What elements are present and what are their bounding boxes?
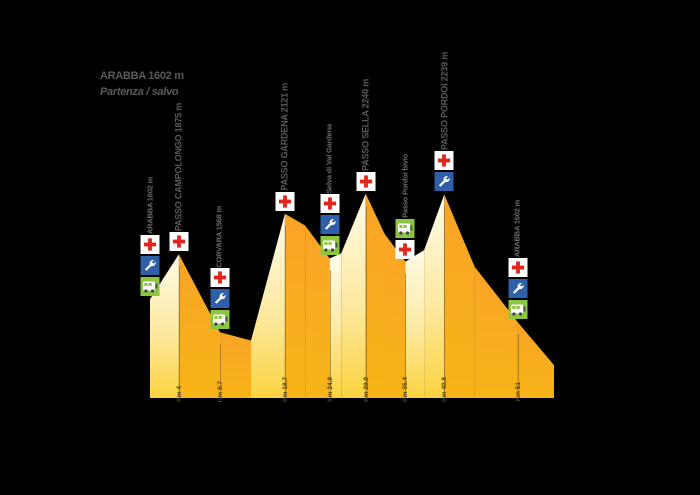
shuttle-bus-icon: [395, 218, 415, 238]
shuttle-bus-icon: [140, 277, 160, 297]
peak-label: Passo Pordoi bivio: [400, 153, 410, 218]
km-marker-tick: [178, 266, 180, 398]
wrench-mechanic-icon: [320, 215, 340, 235]
wrench-mechanic-icon: [434, 172, 454, 192]
peak-annotation: ARABBA 1602 m: [140, 176, 160, 297]
peak-label: PASSO SELLA 2240 m: [360, 78, 371, 171]
shuttle-bus-icon: [210, 310, 230, 330]
peak-annotation: Selva di Val Gardena: [320, 123, 340, 257]
profile-segment: [474, 266, 518, 398]
red-cross-medical-icon: [275, 191, 295, 211]
profile-segment: [178, 254, 220, 398]
profile-segment: [341, 193, 366, 398]
profile-segment: [251, 213, 285, 398]
profile-segment: [517, 322, 554, 398]
profile-segment: [220, 332, 251, 398]
profile-header: ARABBA 1602 m Partenza / salvo: [100, 70, 184, 99]
profile-segment: [329, 253, 342, 398]
km-marker-tick: [517, 334, 519, 398]
peak-annotation: PASSO GARDENA 2121 m: [275, 83, 295, 212]
peak-annotation: Passo Pordoi bivio: [395, 153, 415, 260]
peak-label: PASSO PORDOI 2239 m: [439, 52, 450, 151]
wrench-mechanic-icon: [140, 256, 160, 276]
profile-segment: [384, 233, 406, 398]
peak-annotation: ARABBA 1602 m: [508, 200, 528, 320]
profile-segment: [424, 194, 445, 398]
profile-segment: [444, 194, 475, 398]
shuttle-bus-icon: [508, 300, 528, 320]
profile-segment: [284, 213, 306, 398]
km-marker-tick: [219, 344, 221, 398]
peak-annotation: PASSO PORDOI 2239 m: [434, 52, 454, 192]
km-marker-tick: [365, 205, 367, 398]
profile-segment: [305, 225, 330, 398]
peak-annotation: PASSO CAMPOLONGO 1875 m: [169, 102, 189, 252]
page-title: ARABBA 1602 m: [100, 70, 184, 82]
wrench-mechanic-icon: [210, 289, 230, 309]
red-cross-medical-icon: [320, 194, 340, 214]
red-cross-medical-icon: [140, 235, 160, 255]
elevation-chart: ARABBA 1602 m PASSO CAMPOLONGO 1875 m CORV…: [140, 52, 560, 410]
red-cross-medical-icon: [508, 258, 528, 278]
red-cross-medical-icon: [169, 232, 189, 252]
km-marker-tick: [405, 273, 407, 398]
wrench-mechanic-icon: [508, 279, 528, 299]
km-marker-tick: [444, 206, 446, 398]
red-cross-medical-icon: [356, 171, 376, 191]
profile-segment: [405, 250, 425, 398]
peak-annotation: PASSO SELLA 2240 m: [356, 78, 376, 192]
page-subtitle: Partenza / salvo: [100, 86, 179, 98]
red-cross-medical-icon: [210, 268, 230, 288]
red-cross-medical-icon: [434, 151, 454, 171]
profile-area-svg: [150, 193, 554, 398]
peak-label: PASSO CAMPOLONGO 1875 m: [173, 102, 184, 232]
km-marker-tick: [329, 270, 331, 398]
peak-label: PASSO GARDENA 2121 m: [279, 83, 290, 191]
peak-label: ARABBA 1602 m: [512, 200, 522, 258]
red-cross-medical-icon: [395, 239, 415, 259]
peak-label: ARABBA 1602 m: [145, 176, 154, 235]
shuttle-bus-icon: [320, 236, 340, 256]
peak-label: Selva di Val Gardena: [324, 123, 334, 194]
peak-label: CORVARA 1568 m: [214, 205, 224, 268]
km-marker-tick: [284, 225, 286, 398]
profile-segment: [365, 193, 385, 398]
peak-annotation: CORVARA 1568 m: [210, 205, 230, 331]
